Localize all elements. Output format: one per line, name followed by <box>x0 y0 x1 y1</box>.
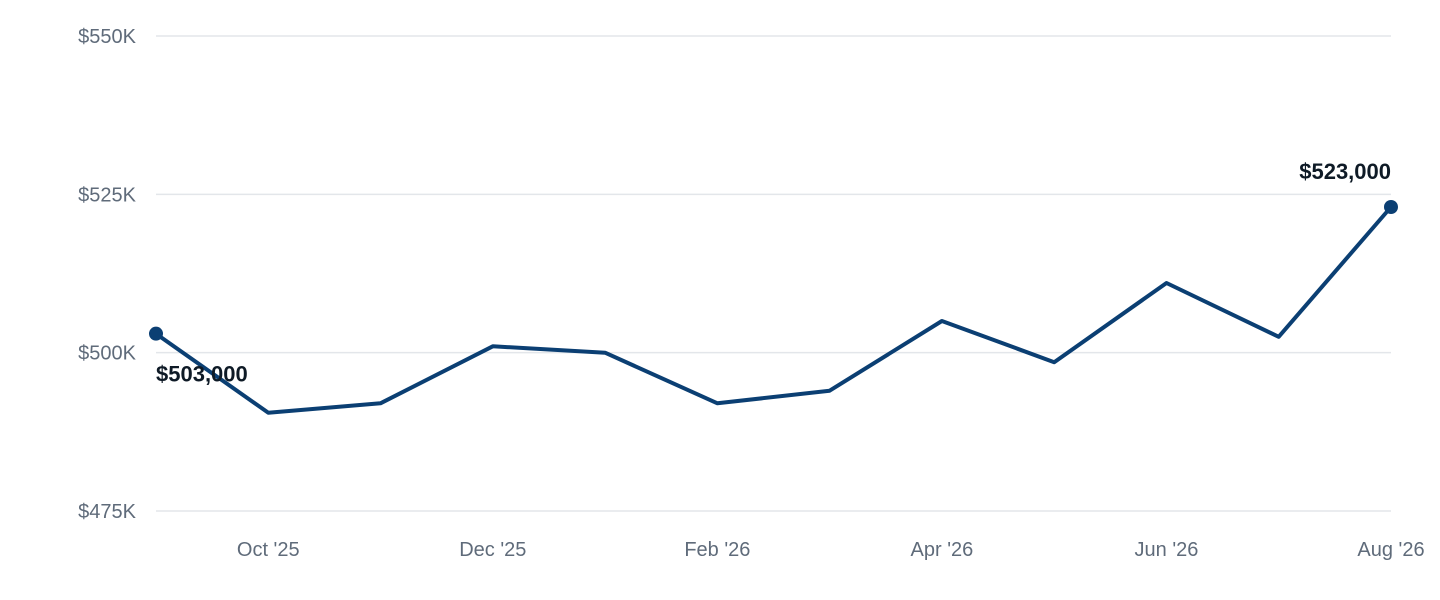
x-tick-label: Apr '26 <box>911 539 974 561</box>
data-point <box>1384 200 1398 214</box>
grid-layer <box>156 35 1391 512</box>
series-layer <box>149 200 1398 415</box>
x-tick-label: Dec '25 <box>459 539 526 561</box>
x-tick-label: Jun '26 <box>1135 539 1199 561</box>
x-tick-label: Oct '25 <box>237 539 300 561</box>
y-tick-label: $525K <box>78 184 136 206</box>
data-label: $523,000 <box>1299 159 1391 184</box>
y-axis-ticks: $550K $525K $500K $475K <box>78 26 136 523</box>
x-tick-label: Feb '26 <box>684 539 750 561</box>
x-axis-ticks: Oct '25 Dec '25 Feb '26 Apr '26 Jun '26 Aug '… <box>237 539 1425 561</box>
y-tick-label: $550K <box>78 26 136 48</box>
series-line <box>154 205 1393 415</box>
y-tick-label: $500K <box>78 343 136 365</box>
y-tick-label: $475K <box>78 501 136 523</box>
annotation-layer: $503,000 $523,000 <box>156 159 1391 387</box>
data-point <box>149 326 163 341</box>
data-label: $503,000 <box>156 362 248 387</box>
x-tick-label: Aug '26 <box>1357 539 1424 561</box>
